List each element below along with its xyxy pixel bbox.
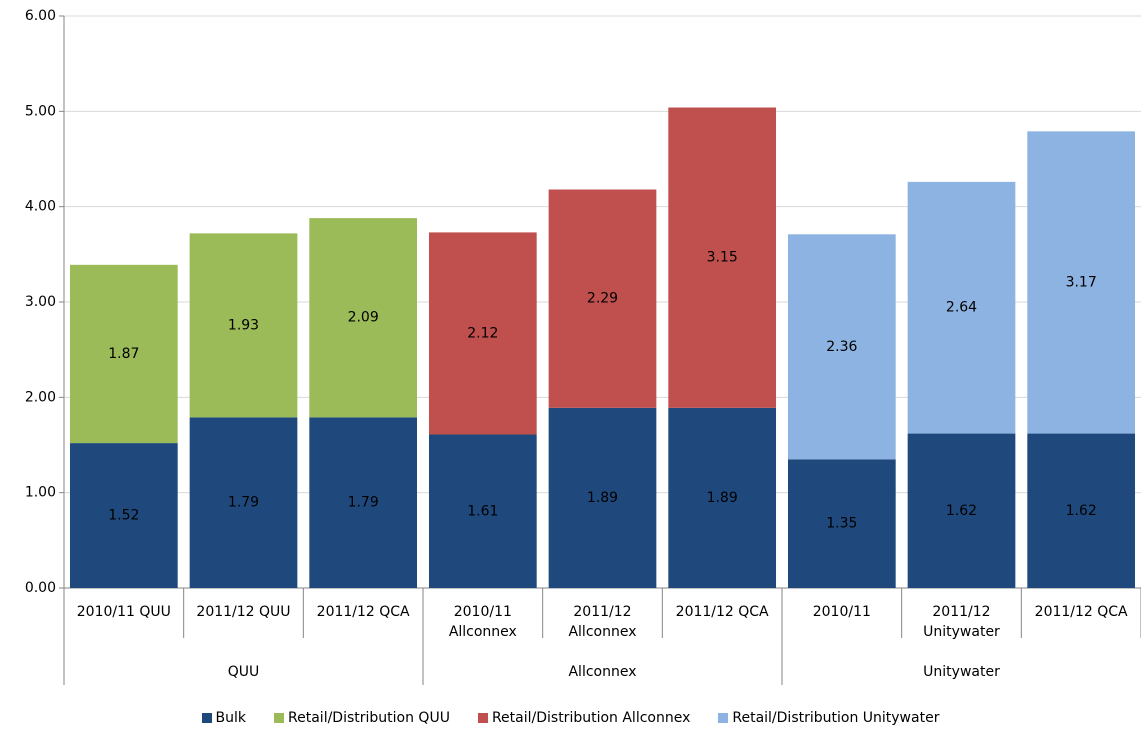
bar-segment bbox=[189, 417, 298, 588]
data-label: 1.89 bbox=[587, 490, 618, 506]
bar-segment bbox=[309, 218, 418, 418]
legend-item: Retail/Distribution Unitywater bbox=[718, 710, 939, 726]
bar-segment bbox=[69, 443, 178, 588]
group-label: Allconnex bbox=[568, 664, 636, 680]
legend-swatch bbox=[477, 713, 488, 723]
data-label: 2.09 bbox=[348, 310, 379, 326]
legend-label: Retail/Distribution Unitywater bbox=[732, 710, 940, 726]
y-tick-label: 2.00 bbox=[25, 389, 56, 405]
bar-segment bbox=[907, 181, 1016, 434]
data-label: 2.29 bbox=[587, 291, 618, 307]
bar-segment bbox=[907, 433, 1016, 588]
x-tick-label: 2010/11 Allconnex bbox=[448, 604, 517, 640]
data-label: 3.17 bbox=[1066, 274, 1097, 290]
data-label: 2.64 bbox=[946, 300, 977, 316]
bar-segment bbox=[1027, 433, 1136, 588]
bar-segment bbox=[1027, 131, 1136, 434]
bar-segment bbox=[428, 232, 537, 435]
bar-segment bbox=[189, 233, 298, 418]
data-label: 1.62 bbox=[1066, 503, 1097, 519]
legend-label: Retail/Distribution QUU bbox=[288, 710, 450, 726]
x-tick-label: 2011/12 QCA bbox=[316, 604, 410, 620]
legend-item: Retail/Distribution Allconnex bbox=[477, 710, 691, 726]
y-tick-label: 4.00 bbox=[25, 199, 56, 215]
x-tick-label: 2011/12 QUU bbox=[196, 604, 291, 620]
data-label: 1.61 bbox=[467, 503, 498, 519]
legend: Bulk Retail/Distribution QUU Retail/Distri… bbox=[0, 710, 1141, 726]
x-tick-label: 2011/12 QCA bbox=[1034, 604, 1128, 620]
y-tick-label: 3.00 bbox=[25, 294, 56, 310]
legend-item: Retail/Distribution QUU bbox=[274, 710, 450, 726]
data-label: 2.36 bbox=[826, 339, 857, 355]
x-tick-label: 2011/12 QCA bbox=[675, 604, 769, 620]
data-label: 3.15 bbox=[707, 250, 738, 266]
data-label: 2.12 bbox=[467, 325, 498, 341]
y-tick-label: 6.00 bbox=[25, 8, 56, 24]
x-tick-label: 2011/12 Unitywater bbox=[923, 604, 1000, 640]
data-label: 1.62 bbox=[946, 503, 977, 519]
bar-segment bbox=[548, 407, 657, 588]
data-label: 1.35 bbox=[826, 516, 857, 532]
y-tick-label: 0.00 bbox=[25, 580, 56, 596]
data-label: 1.93 bbox=[228, 317, 259, 333]
bar-segment bbox=[69, 264, 178, 444]
x-tick-label: 2010/11 QUU bbox=[76, 604, 171, 620]
x-tick-label: 2011/12 Allconnex bbox=[568, 604, 637, 640]
bar-segment bbox=[548, 189, 657, 408]
bar-segment bbox=[668, 107, 777, 408]
data-label: 1.89 bbox=[707, 490, 738, 506]
legend-swatch bbox=[274, 713, 285, 723]
y-tick-label: 1.00 bbox=[25, 485, 56, 501]
bar-segment bbox=[787, 459, 896, 588]
y-tick-label: 5.00 bbox=[25, 103, 56, 119]
data-label: 1.79 bbox=[228, 495, 259, 511]
legend-item: Bulk bbox=[201, 710, 247, 726]
legend-label: Bulk bbox=[215, 710, 247, 726]
data-label: 1.79 bbox=[348, 495, 379, 511]
bar-segment bbox=[668, 407, 777, 588]
legend-swatch bbox=[201, 713, 212, 723]
bar-segment bbox=[428, 434, 537, 588]
group-label: Unitywater bbox=[923, 664, 1000, 680]
x-tick-label: 2010/11 bbox=[812, 604, 871, 620]
data-label: 1.87 bbox=[108, 346, 139, 362]
legend-label: Retail/Distribution Allconnex bbox=[491, 710, 691, 726]
bar-segment bbox=[309, 417, 418, 588]
legend-swatch bbox=[718, 713, 729, 723]
bar-segment bbox=[787, 234, 896, 460]
group-label: QUU bbox=[228, 664, 260, 680]
data-label: 1.52 bbox=[108, 508, 139, 524]
